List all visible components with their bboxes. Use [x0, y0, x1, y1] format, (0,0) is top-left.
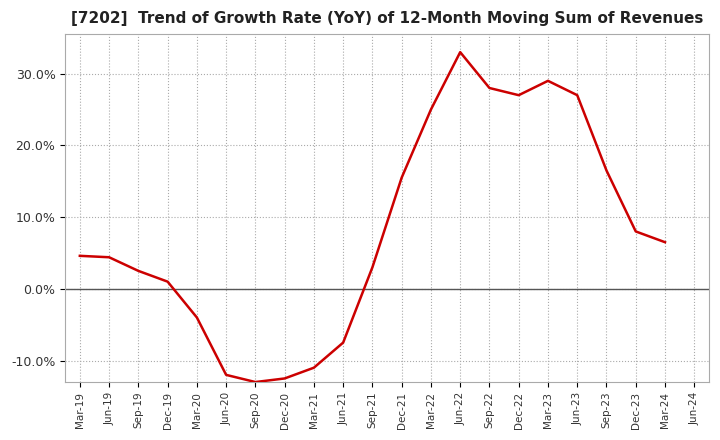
Title: [7202]  Trend of Growth Rate (YoY) of 12-Month Moving Sum of Revenues: [7202] Trend of Growth Rate (YoY) of 12-…: [71, 11, 703, 26]
